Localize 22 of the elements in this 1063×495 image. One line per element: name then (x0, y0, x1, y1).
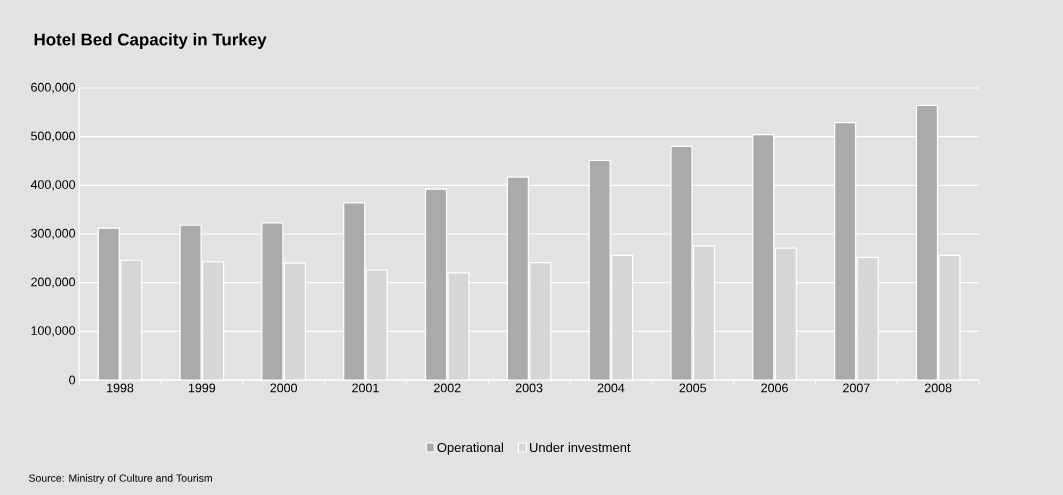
x-tick-label: 1999 (188, 383, 216, 393)
x-tick-label: 2002 (434, 383, 461, 393)
y-tick-label: 200,000 (31, 277, 76, 288)
y-tick-label: 100,000 (31, 326, 76, 337)
y-tick-label: 400,000 (30, 180, 76, 191)
x-tick-label: 2001 (352, 383, 379, 393)
y-tick-label: 300,000 (31, 228, 76, 240)
y-tick-label: 500,000 (31, 131, 76, 142)
x-tick-label: 2007 (843, 383, 870, 393)
x-tick-label: 2000 (270, 383, 297, 393)
x-tick-label: 2008 (924, 383, 952, 393)
x-tick-label: 2006 (761, 383, 788, 393)
x-tick-label: 1998 (107, 383, 134, 393)
legend-label: Operational (437, 442, 503, 455)
x-tick-label: 2003 (515, 383, 543, 393)
y-tick-label: 600,000 (31, 82, 76, 94)
chart-title: Hotel Bed Capacity in Turkey (34, 33, 267, 49)
legend-label: Under investment (530, 442, 631, 453)
source-note: Source: Ministry of Culture and Tourism (29, 474, 212, 484)
x-tick-label: 2004 (597, 383, 625, 393)
x-tick-label: 2005 (679, 383, 707, 393)
y-tick-label: 0 (69, 375, 76, 385)
